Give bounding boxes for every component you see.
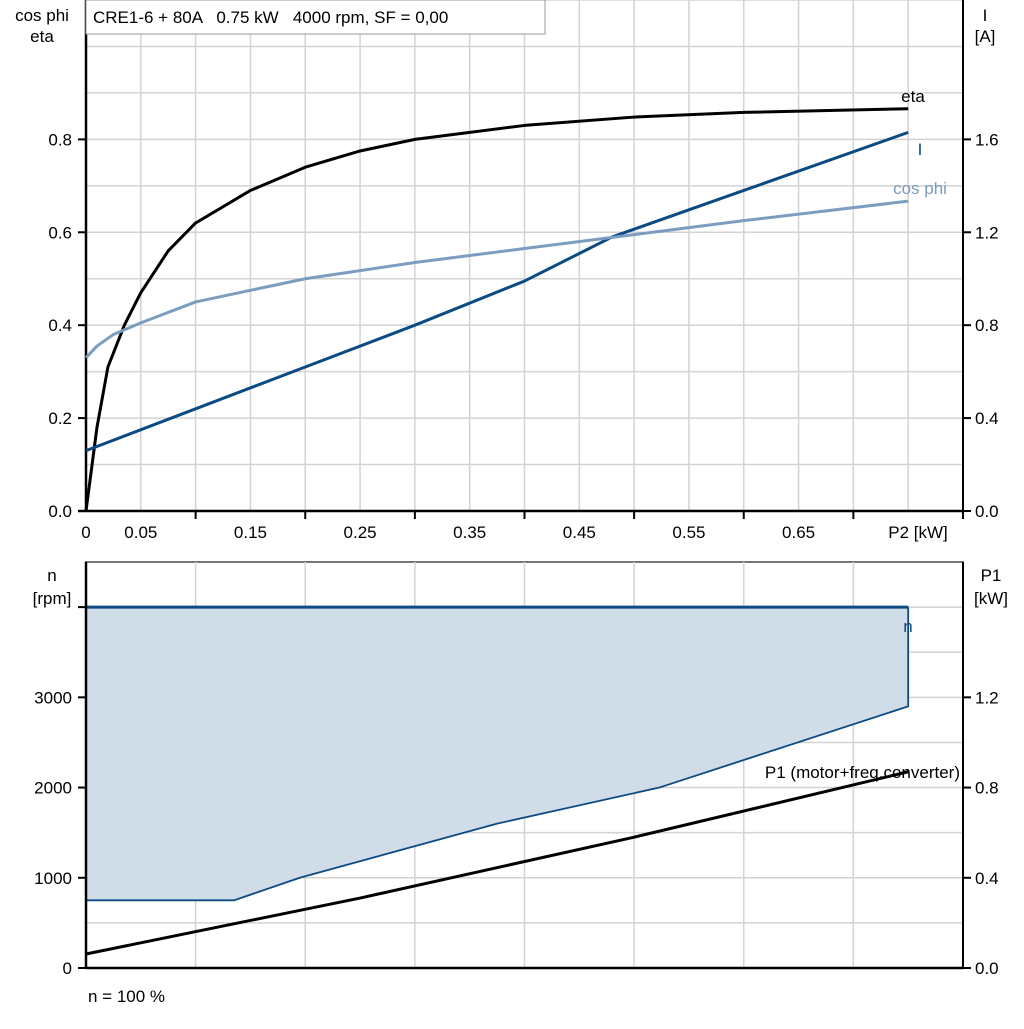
left-y-tick-label: 3000: [34, 688, 72, 707]
right-y-tick-label: 1.6: [975, 130, 999, 149]
top-left-axis-label-2: eta: [30, 27, 54, 46]
right-y-tick-label: 0.4: [975, 869, 999, 888]
left-y-tick-label: 0.8: [48, 130, 72, 149]
P1-line: [85, 770, 909, 956]
x-tick-label: 0: [81, 523, 90, 542]
bottom-right-axis-label-2: [kW]: [974, 589, 1008, 608]
x-tick-label: 0.25: [344, 523, 377, 542]
n-operating-area: [86, 607, 909, 901]
x-tick-label: 0.05: [124, 523, 157, 542]
x-tick-label: 0.35: [453, 523, 486, 542]
x-axis-label: P2 [kW]: [888, 523, 948, 542]
right-y-tick-label: 0.8: [975, 316, 999, 335]
left-y-tick-label: 0.6: [48, 223, 72, 242]
top-right-axis-label-2: [A]: [975, 27, 996, 46]
top-left-axis-label-1: cos phi: [15, 6, 69, 25]
left-y-tick-label: 0.4: [48, 316, 72, 335]
series-label-eta: eta: [901, 87, 925, 106]
x-tick-label: 0.45: [563, 523, 596, 542]
right-y-tick-label: 0.0: [975, 959, 999, 978]
right-y-tick-label: 0.8: [975, 779, 999, 798]
P1-series-label: P1 (motor+freq.converter): [765, 763, 960, 782]
bottom-left-axis-label-1: n: [47, 566, 56, 585]
n-series-label: n: [903, 617, 912, 636]
footer-note: n = 100 %: [88, 987, 165, 1006]
right-y-tick-label: 0.4: [975, 409, 999, 428]
x-tick-label: 0.55: [672, 523, 705, 542]
left-y-tick-label: 0: [63, 959, 72, 978]
left-y-tick-label: 2000: [34, 779, 72, 798]
bottom-left-axis-label-2: [rpm]: [33, 589, 72, 608]
left-y-tick-label: 0.2: [48, 409, 72, 428]
right-y-tick-label: 0.0: [975, 502, 999, 521]
right-y-tick-label: 1.2: [975, 223, 999, 242]
left-y-tick-label: 1000: [34, 869, 72, 888]
n-min-line: [86, 607, 910, 902]
series-line-I: [85, 130, 909, 453]
title-box: [85, 0, 546, 35]
x-tick-label: 0.15: [234, 523, 267, 542]
right-y-tick-label: 1.2: [975, 688, 999, 707]
series-line-cos-phi: [84, 199, 909, 359]
bottom-right-axis-label-1: P1: [981, 566, 1002, 585]
left-y-tick-label: 0.0: [48, 502, 72, 521]
series-line-eta: [84, 107, 909, 512]
chart-title: CRE1-6 + 80A 0.75 kW 4000 rpm, SF = 0,00: [93, 8, 448, 27]
x-tick-label: 0.65: [782, 523, 815, 542]
top-right-axis-label-1: I: [983, 6, 988, 25]
series-label-cos-phi: cos phi: [893, 179, 947, 198]
series-label-I: I: [918, 140, 923, 159]
